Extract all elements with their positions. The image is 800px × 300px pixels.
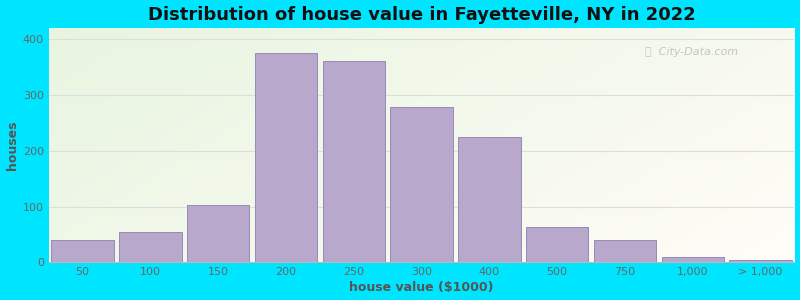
Y-axis label: houses: houses xyxy=(6,120,18,170)
Bar xyxy=(187,205,250,262)
Bar xyxy=(730,260,792,262)
Bar xyxy=(662,257,724,262)
Bar xyxy=(594,240,656,262)
Bar xyxy=(322,61,385,262)
Title: Distribution of house value in Fayetteville, NY in 2022: Distribution of house value in Fayettevi… xyxy=(148,6,695,24)
Bar xyxy=(390,107,453,262)
Bar xyxy=(526,227,588,262)
Bar xyxy=(255,53,317,262)
Bar xyxy=(51,240,114,262)
Text: ⓘ  City-Data.com: ⓘ City-Data.com xyxy=(646,47,738,57)
Bar xyxy=(119,232,182,262)
X-axis label: house value ($1000): house value ($1000) xyxy=(350,281,494,294)
Bar xyxy=(458,137,521,262)
